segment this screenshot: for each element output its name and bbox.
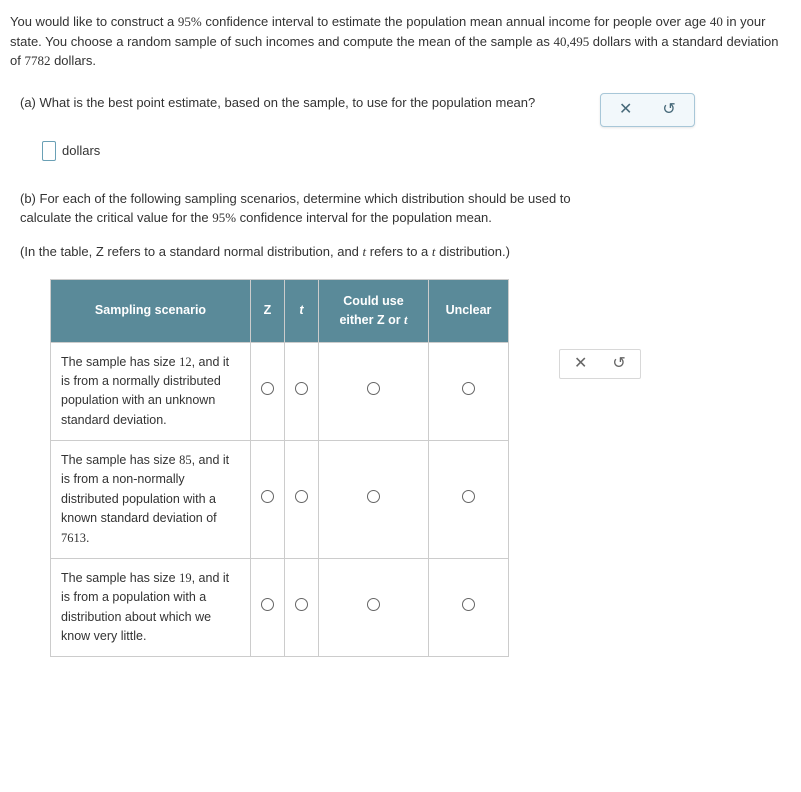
header-z: Z — [251, 280, 285, 343]
problem-intro: You would like to construct a 95% confid… — [10, 12, 791, 71]
part-b-toolbar: ✕ ↺ — [559, 349, 641, 379]
radio-r3-z[interactable] — [261, 598, 274, 611]
header-scenario: Sampling scenario — [51, 280, 251, 343]
part-b-note: (In the table, Z refers to a standard no… — [20, 242, 600, 262]
table-row: The sample has size 12, and it is from a… — [51, 342, 509, 441]
radio-r1-t[interactable] — [295, 382, 308, 395]
reset-icon[interactable]: ↺ — [662, 102, 675, 118]
ci-value: 95% — [178, 14, 202, 29]
sd-value: 7782 — [24, 53, 50, 68]
intro-text: You would like to construct a — [10, 14, 178, 29]
answer-input[interactable] — [42, 141, 56, 161]
mean-value: 40,495 — [553, 34, 589, 49]
part-a-toolbar: ✕ ↺ — [600, 93, 695, 127]
radio-r2-z[interactable] — [261, 490, 274, 503]
radio-r1-z[interactable] — [261, 382, 274, 395]
header-t: t — [285, 280, 319, 343]
close-icon[interactable]: ✕ — [619, 102, 632, 118]
table-row: The sample has size 85, and it is from a… — [51, 441, 509, 559]
part-a: (a) What is the best point estimate, bas… — [10, 93, 791, 161]
radio-r3-either[interactable] — [367, 598, 380, 611]
close-icon[interactable]: ✕ — [574, 356, 587, 372]
radio-r3-t[interactable] — [295, 598, 308, 611]
table-row: The sample has size 19, and it is from a… — [51, 558, 509, 657]
part-a-question: (a) What is the best point estimate, bas… — [20, 93, 560, 113]
header-could: Could use either Z or t — [319, 280, 429, 343]
unit-label: dollars — [62, 141, 100, 161]
scenario-table: Sampling scenario Z t Could use either Z… — [50, 279, 509, 657]
radio-r1-unclear[interactable] — [462, 382, 475, 395]
header-unclear: Unclear — [429, 280, 509, 343]
part-b: (b) For each of the following sampling s… — [10, 189, 600, 262]
radio-r2-unclear[interactable] — [462, 490, 475, 503]
age-value: 40 — [710, 14, 723, 29]
part-b-text: (b) For each of the following sampling s… — [20, 189, 600, 228]
scenario-2: The sample has size 85, and it is from a… — [51, 441, 251, 559]
scenario-1: The sample has size 12, and it is from a… — [51, 342, 251, 441]
radio-r3-unclear[interactable] — [462, 598, 475, 611]
radio-r2-t[interactable] — [295, 490, 308, 503]
radio-r2-either[interactable] — [367, 490, 380, 503]
radio-r1-either[interactable] — [367, 382, 380, 395]
scenario-3: The sample has size 19, and it is from a… — [51, 558, 251, 657]
reset-icon[interactable]: ↺ — [612, 356, 625, 372]
